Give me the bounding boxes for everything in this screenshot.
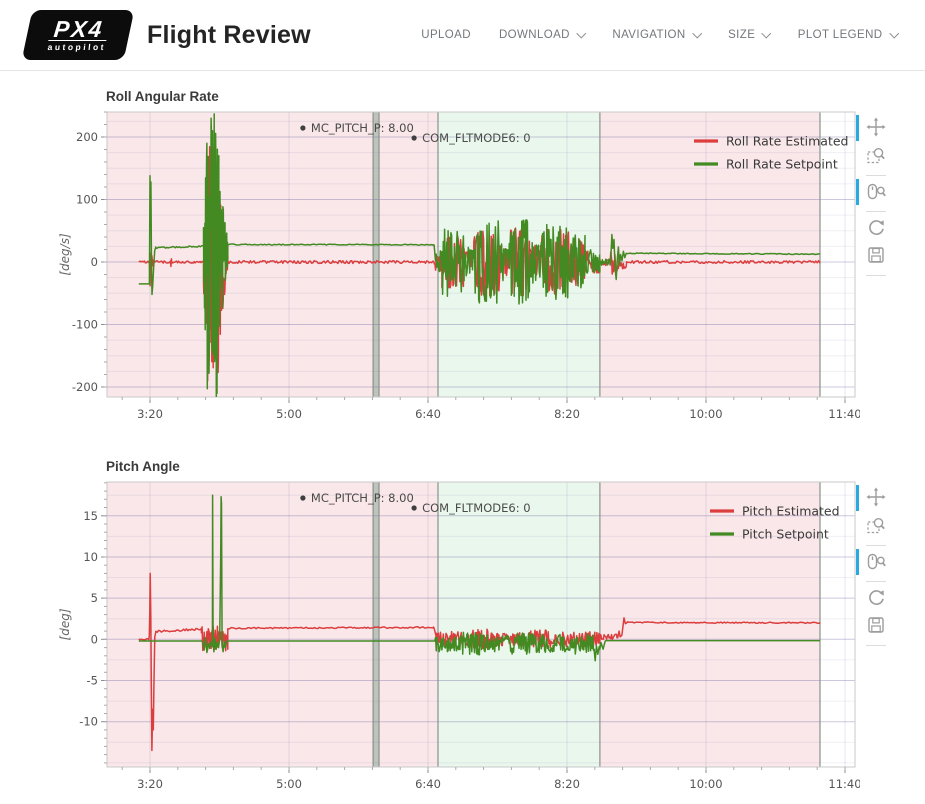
param-change-annotations: MC_PITCH_P: 8.00 COM_FLTMODE6: 0 xyxy=(300,121,531,145)
chevron-down-icon xyxy=(576,28,586,39)
svg-text:8:20: 8:20 xyxy=(554,777,580,790)
roll-angular-rate-chart-canvas[interactable]: -200 -100 0 100 200 3:20 5:00 6:40 8:20 10:00 11:4… xyxy=(55,105,860,420)
svg-text:5:00: 5:00 xyxy=(276,777,302,790)
svg-text:0: 0 xyxy=(91,632,98,646)
wheel-zoom-tool-button[interactable] xyxy=(856,179,888,205)
nav-upload-label: UPLOAD xyxy=(421,29,471,41)
axes: -10 -5 0 5 10 15 3:20 5:00 6:40 8:20 10:00 11:40 xyxy=(79,482,860,790)
svg-text:8:20: 8:20 xyxy=(554,407,580,420)
save-tool-button[interactable] xyxy=(858,245,888,267)
legend[interactable]: Roll Rate Estimated Roll Rate Setpoint xyxy=(694,134,848,172)
nav-size[interactable]: SIZE xyxy=(728,28,772,41)
box-zoom-tool-button[interactable] xyxy=(858,515,888,537)
svg-text:10:00: 10:00 xyxy=(689,777,722,790)
svg-text:MC_PITCH_P: 8.00: MC_PITCH_P: 8.00 xyxy=(311,491,414,505)
chevron-down-icon xyxy=(692,28,702,39)
toolbar-separator xyxy=(866,645,886,646)
main-nav: UPLOAD DOWNLOAD NAVIGATION SIZE PLOT LEG… xyxy=(421,28,925,41)
app-header: PX4 autopilot Flight Review UPLOAD DOWNL… xyxy=(0,0,925,71)
svg-text:5: 5 xyxy=(91,591,98,605)
axes: -200 -100 0 100 200 3:20 5:00 6:40 8:20 10:00 11:4… xyxy=(72,111,860,420)
svg-text:200: 200 xyxy=(76,130,98,144)
nav-plot-legend-label: PLOT LEGEND xyxy=(797,29,883,41)
svg-text:10: 10 xyxy=(83,550,98,564)
svg-text:5:00: 5:00 xyxy=(276,407,302,420)
nav-plot-legend[interactable]: PLOT LEGEND xyxy=(797,28,899,41)
plot-border xyxy=(106,481,856,768)
reset-tool-button[interactable] xyxy=(858,217,888,239)
page-title: Flight Review xyxy=(147,20,311,49)
chevron-down-icon xyxy=(761,28,772,39)
svg-text:MC_PITCH_P: 8.00: MC_PITCH_P: 8.00 xyxy=(311,121,414,135)
y-axis-label: [deg/s] xyxy=(58,233,72,276)
svg-text:-5: -5 xyxy=(87,674,98,688)
wheel-zoom-tool-button[interactable] xyxy=(856,549,888,575)
nav-navigation-label: NAVIGATION xyxy=(612,29,686,41)
toolbar-separator xyxy=(866,175,886,176)
svg-text:0: 0 xyxy=(91,255,98,269)
svg-text:Roll Rate Estimated: Roll Rate Estimated xyxy=(726,134,848,149)
nav-download[interactable]: DOWNLOAD xyxy=(498,28,586,41)
svg-text:Pitch Setpoint: Pitch Setpoint xyxy=(742,527,829,542)
svg-text:3:20: 3:20 xyxy=(137,777,163,790)
svg-text:-10: -10 xyxy=(79,715,98,729)
plot-title-roll-angular-rate: Roll Angular Rate xyxy=(106,89,219,104)
gridlines xyxy=(107,482,855,767)
px4-logo[interactable]: PX4 autopilot xyxy=(21,10,135,60)
save-tool-button[interactable] xyxy=(858,615,888,637)
svg-text:COM_FLTMODE6: 0: COM_FLTMODE6: 0 xyxy=(422,501,530,515)
pitch-angle-chart-canvas[interactable]: -10 -5 0 5 10 15 3:20 5:00 6:40 8:20 10:00 11:40 [de… xyxy=(55,475,860,790)
svg-text:COM_FLTMODE6: 0: COM_FLTMODE6: 0 xyxy=(422,131,530,145)
toolbar-separator xyxy=(866,275,886,276)
toolbar-separator xyxy=(866,581,886,582)
px4-logo-line2: autopilot xyxy=(47,39,107,52)
series-lines xyxy=(138,494,821,752)
svg-text:-100: -100 xyxy=(72,318,98,332)
px4-logo-text: PX4 autopilot xyxy=(47,15,109,52)
svg-text:11:40: 11:40 xyxy=(828,407,860,420)
toolbar-separator xyxy=(866,545,886,546)
svg-text:Roll Rate Setpoint: Roll Rate Setpoint xyxy=(726,157,838,172)
legend[interactable]: Pitch Estimated Pitch Setpoint xyxy=(710,504,840,542)
svg-text:-200: -200 xyxy=(72,380,98,394)
series-pitch-estimated xyxy=(138,572,821,752)
svg-text:6:40: 6:40 xyxy=(415,407,441,420)
pan-tool-button[interactable] xyxy=(856,485,888,511)
plot-section-pitch-angle: Pitch Angle -10 -5 0 5 10 15 3:20 5:00 6:40 8:20 1… xyxy=(0,455,925,795)
param-change-annotations: MC_PITCH_P: 8.00 COM_FLTMODE6: 0 xyxy=(300,491,531,515)
svg-text:Pitch Estimated: Pitch Estimated xyxy=(742,504,840,519)
y-axis-label: [deg] xyxy=(58,608,72,640)
plot-border xyxy=(106,111,856,398)
series-lines xyxy=(138,113,821,397)
svg-text:11:40: 11:40 xyxy=(828,777,860,790)
nav-size-label: SIZE xyxy=(728,29,756,41)
svg-text:15: 15 xyxy=(83,509,98,523)
series-roll-rate-setpoint xyxy=(138,113,820,397)
pan-tool-button[interactable] xyxy=(856,115,888,141)
plot-toolbar xyxy=(856,484,890,648)
chevron-down-icon xyxy=(889,28,899,39)
plot-section-roll-angular-rate: Roll Angular Rate -200 -100 0 100 200 3:20 5:0… xyxy=(0,85,925,425)
series-pitch-setpoint xyxy=(138,494,820,662)
nav-download-label: DOWNLOAD xyxy=(498,29,570,41)
nav-upload[interactable]: UPLOAD xyxy=(421,29,471,41)
box-zoom-tool-button[interactable] xyxy=(858,145,888,167)
plot-toolbar xyxy=(856,114,890,278)
flight-mode-regions xyxy=(107,112,855,397)
svg-text:3:20: 3:20 xyxy=(137,407,163,420)
px4-logo-line1: PX4 xyxy=(52,15,105,42)
svg-text:6:40: 6:40 xyxy=(415,777,441,790)
svg-text:10:00: 10:00 xyxy=(689,407,722,420)
plot-title-pitch-angle: Pitch Angle xyxy=(106,459,180,474)
reset-tool-button[interactable] xyxy=(858,587,888,609)
nav-navigation[interactable]: NAVIGATION xyxy=(612,28,702,41)
svg-text:100: 100 xyxy=(76,193,98,207)
toolbar-separator xyxy=(866,211,886,212)
